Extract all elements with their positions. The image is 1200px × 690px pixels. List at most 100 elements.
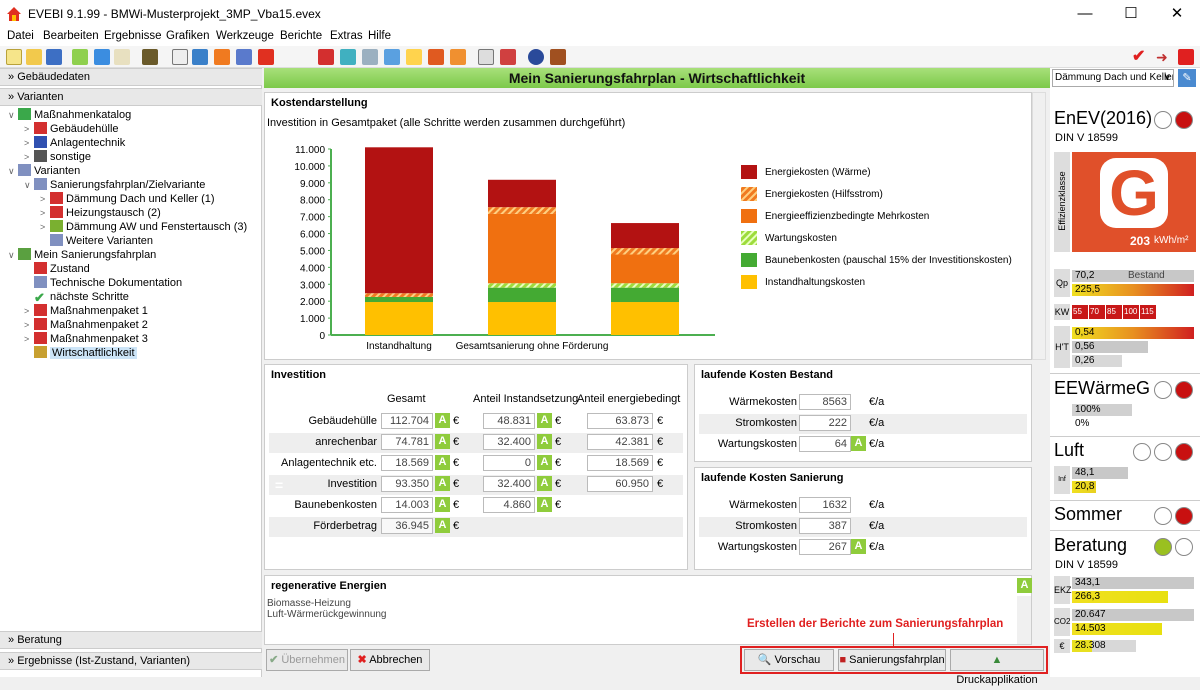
running-cost-field[interactable]: 267 — [799, 539, 851, 555]
tree-item-gebaeudehuelle[interactable]: > Gebäudehülle — [24, 122, 119, 135]
section-beratung[interactable]: » Beratung — [0, 631, 262, 649]
edit-icon[interactable]: ✎ — [1178, 69, 1196, 87]
section-ergebnisse[interactable]: » Ergebnisse (Ist-Zustand, Varianten) — [0, 652, 262, 670]
chart-icon[interactable] — [236, 49, 252, 65]
investition-i-field[interactable]: 0 — [483, 455, 535, 471]
investition-g-field[interactable]: 18.569 — [381, 455, 433, 471]
dena-icon[interactable] — [114, 49, 130, 65]
uebernehmen-button[interactable]: ✔ Übernehmen — [266, 649, 348, 671]
investition-i-field[interactable]: 32.400 — [483, 476, 535, 492]
investition-g-field[interactable]: 14.003 — [381, 497, 433, 513]
tree-item-massnahmenkatalog[interactable]: ∨ Maßnahmenkatalog — [8, 108, 132, 121]
investition-e-field[interactable]: 42.381 — [587, 434, 653, 450]
investition-g-field[interactable]: 93.350 — [381, 476, 433, 492]
check-icon[interactable]: ✔ — [1132, 48, 1146, 65]
open-icon[interactable] — [26, 49, 42, 65]
abbrechen-button[interactable]: ✖ Abbrechen — [350, 649, 430, 671]
investition-i-field[interactable]: 4.860 — [483, 497, 535, 513]
search-icon[interactable] — [362, 49, 378, 65]
tree-item-mein-sanierungsfahrplan[interactable]: ∨ Mein Sanierungsfahrplan — [8, 248, 157, 261]
import-icon[interactable] — [72, 49, 88, 65]
vorschau-button[interactable]: 🔍 Vorschau — [744, 649, 834, 671]
tree-item-variante-1[interactable]: > Dämmung Dach und Keller (1) — [40, 192, 215, 205]
euro-unit: € — [555, 478, 562, 490]
menu-ergebnisse[interactable]: Ergebnisse — [104, 30, 162, 42]
cost-chart-subtitle: Investition in Gesamtpaket (alle Schritt… — [267, 117, 626, 129]
y-tick-label: 6.000 — [300, 230, 325, 241]
export-icon[interactable] — [214, 49, 230, 65]
redo-icon[interactable] — [94, 49, 110, 65]
running-cost-field[interactable]: 387 — [799, 518, 851, 534]
grid-icon[interactable] — [318, 49, 334, 65]
sanierungsfahrplan-button[interactable]: ■ Sanierungsfahrplan — [838, 649, 946, 671]
report-buttons-highlight — [740, 646, 1048, 674]
menu-werkzeuge[interactable]: Werkzeuge — [216, 30, 274, 42]
pencil-icon[interactable] — [142, 49, 158, 65]
sun-icon[interactable] — [406, 49, 422, 65]
tree-item-technische-dokumentation[interactable]: Technische Dokumentation — [24, 276, 182, 290]
tree-item-variante-3[interactable]: > Dämmung AW und Fenstertausch (3) — [40, 220, 248, 233]
menu-extras[interactable]: Extras — [330, 30, 363, 42]
close-button[interactable]: ✕ — [1170, 5, 1184, 22]
new-icon[interactable] — [6, 49, 22, 65]
tree-item-weitere-varianten[interactable]: Weitere Varianten — [40, 234, 153, 248]
investition-i-field[interactable]: 32.400 — [483, 434, 535, 450]
info-icon[interactable] — [550, 49, 566, 65]
list-icon[interactable] — [478, 49, 494, 65]
maximize-button[interactable]: ☐ — [1124, 5, 1138, 22]
tree-item-naechste-schritte[interactable]: ✔ nächste Schritte — [34, 290, 129, 305]
tree-item-massnahmenpaket-2[interactable]: > Maßnahmenpaket 2 — [24, 318, 148, 331]
running-cost-field[interactable]: 64 — [799, 436, 851, 452]
menu-hilfe[interactable]: Hilfe — [368, 30, 392, 42]
running-cost-field[interactable]: 8563 — [799, 394, 851, 410]
investition-g-field[interactable]: 36.945 — [381, 518, 433, 534]
report-icon[interactable] — [258, 49, 274, 65]
x-tick-label: Instandhaltung — [366, 341, 432, 352]
tree-item-anlagentechnik[interactable]: > Anlagentechnik — [24, 136, 126, 149]
regenerativ-scrollbar[interactable] — [1017, 596, 1031, 644]
network-icon[interactable] — [340, 49, 356, 65]
tree-item-wirtschaftlichkeit[interactable]: Wirtschaftlichkeit — [24, 346, 137, 360]
tree-item-sonstige[interactable]: > sonstige — [24, 150, 91, 163]
house-icon[interactable] — [450, 49, 466, 65]
investition-i-field[interactable]: 48.831 — [483, 413, 535, 429]
main-scrollbar[interactable] — [1032, 92, 1046, 360]
investition-e-field[interactable]: 18.569 — [587, 455, 653, 471]
investition-g-field[interactable]: 112.704 — [381, 413, 433, 429]
section-varianten[interactable]: » Varianten — [0, 88, 262, 106]
investition-g-field[interactable]: 74.781 — [381, 434, 433, 450]
investition-row-label: Gebäudehülle — [308, 415, 377, 427]
tree-item-sanierungsfahrplan-zielvariante[interactable]: ∨ Sanierungsfahrplan/Zielvariante — [24, 178, 206, 191]
tree-item-massnahmenpaket-1[interactable]: > Maßnahmenpaket 1 — [24, 304, 148, 317]
tree-item-varianten[interactable]: ∨ Varianten — [8, 164, 81, 177]
tree-item-massnahmenpaket-3[interactable]: > Maßnahmenpaket 3 — [24, 332, 148, 345]
close-doc-icon[interactable] — [1178, 49, 1194, 65]
variant-dropdown[interactable]: Dämmung Dach und Keller ∨ — [1052, 69, 1174, 87]
running-cost-field[interactable]: 1632 — [799, 497, 851, 513]
help-icon[interactable] — [528, 49, 544, 65]
investition-e-field[interactable]: 60.950 — [587, 476, 653, 492]
running-cost-field[interactable]: 222 — [799, 415, 851, 431]
quality-a-badge: A — [435, 413, 450, 428]
tree-item-variante-2[interactable]: > Heizungstausch (2) — [40, 206, 161, 219]
save-icon[interactable] — [46, 49, 62, 65]
document-icon[interactable] — [172, 49, 188, 65]
menu-berichte[interactable]: Berichte — [280, 30, 323, 42]
section-gebaeudedaten[interactable]: » Gebäudedaten — [0, 68, 262, 86]
menu-datei[interactable]: Datei — [7, 30, 34, 42]
investition-row-label: Baunebenkosten — [294, 499, 377, 511]
tree-item-zustand[interactable]: Zustand — [24, 262, 90, 276]
snowflake-icon[interactable] — [384, 49, 400, 65]
druckapplikation-button[interactable]: ▲ Druckapplikation — [950, 649, 1044, 686]
calculator-icon[interactable] — [192, 49, 208, 65]
menu-grafiken[interactable]: Grafiken — [166, 30, 210, 42]
print-icon[interactable] — [500, 49, 516, 65]
menu-bearbeiten[interactable]: Bearbeiten — [43, 30, 99, 42]
euro-unit: € — [453, 415, 460, 427]
investition-e-field[interactable]: 63.873 — [587, 413, 653, 429]
kw-box: 55 — [1072, 305, 1088, 319]
minimize-button[interactable]: — — [1077, 5, 1093, 22]
flame-icon[interactable] — [428, 49, 444, 65]
exit-icon[interactable]: ➜ — [1156, 49, 1168, 65]
kw-box: 115 — [1140, 305, 1156, 319]
